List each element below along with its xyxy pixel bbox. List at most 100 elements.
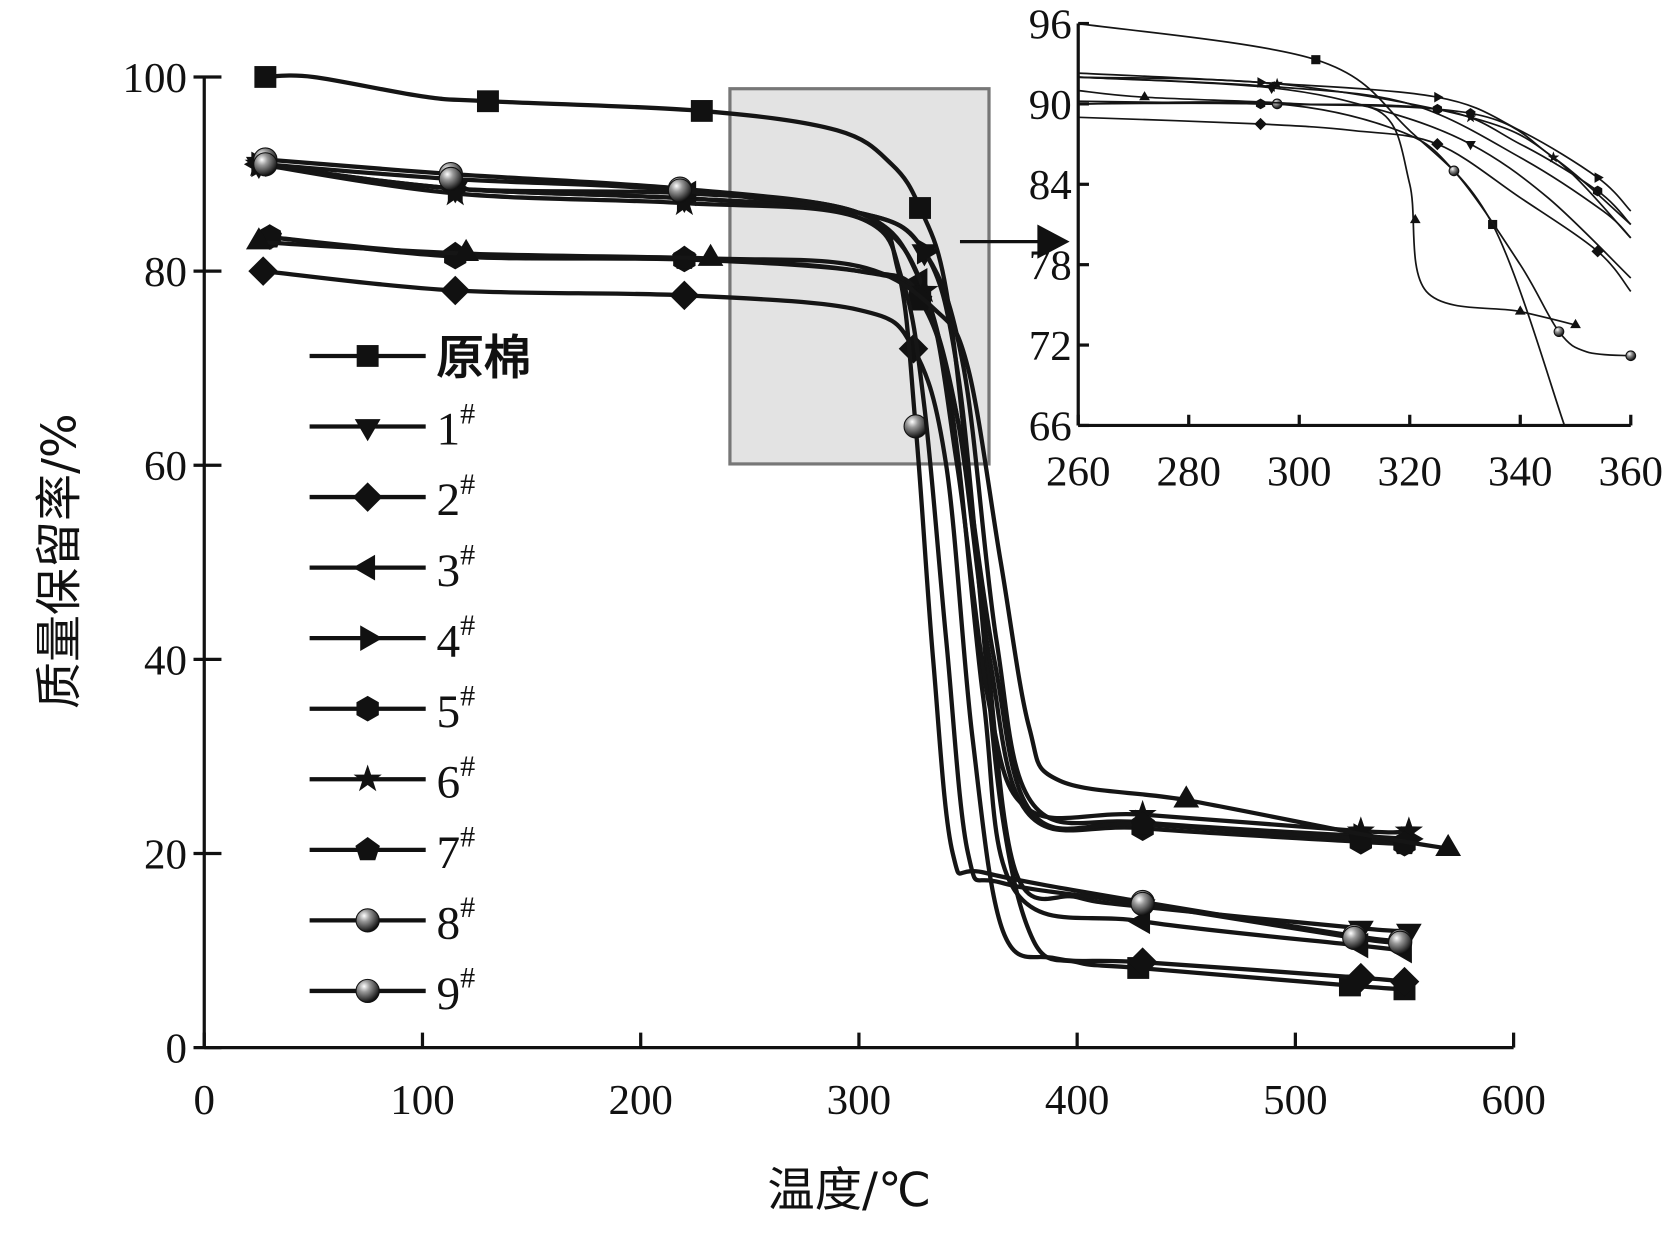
hexagon-marker xyxy=(1592,185,1603,197)
square-marker xyxy=(356,345,379,367)
y-tick-label: 0 xyxy=(166,1026,187,1073)
x-tick-label: 0 xyxy=(194,1077,215,1124)
legend-sup: # xyxy=(460,750,475,783)
triangle-right-marker xyxy=(916,238,940,265)
legend-item: 1# xyxy=(309,397,475,456)
y-tick-label: 100 xyxy=(123,55,187,102)
y-tick-label: 96 xyxy=(1029,2,1072,49)
sphere-marker xyxy=(253,152,278,177)
legend-label: 2# xyxy=(436,468,475,526)
diamond-marker xyxy=(248,256,278,286)
legend-label: 6# xyxy=(436,750,475,808)
sphere-marker xyxy=(1625,350,1637,362)
x-tick-label: 360 xyxy=(1599,448,1663,495)
sphere-marker xyxy=(667,178,693,203)
square-marker xyxy=(1488,219,1498,230)
triangle-right-marker xyxy=(360,625,383,651)
series-原棉 xyxy=(1078,22,1566,426)
star-marker xyxy=(441,178,470,206)
triangle-up-marker xyxy=(1435,833,1462,857)
triangle-up-marker xyxy=(1173,785,1200,808)
series-2# xyxy=(1078,116,1632,293)
x-tick-label: 200 xyxy=(608,1077,672,1124)
diamond-marker xyxy=(669,280,700,311)
y-tick-label: 20 xyxy=(144,832,187,879)
star-marker xyxy=(1271,77,1284,89)
x-tick-label: 500 xyxy=(1263,1077,1327,1124)
legend-item: 原棉 xyxy=(309,331,531,386)
x-tick-label: 320 xyxy=(1378,448,1442,495)
series-line xyxy=(1078,116,1632,293)
x-tick-label: 300 xyxy=(1267,448,1331,495)
triangle-up-marker xyxy=(453,238,480,262)
y-tick-label: 84 xyxy=(1029,162,1072,209)
sphere-marker xyxy=(1271,98,1283,110)
triangle-up-marker xyxy=(697,243,724,266)
inset-axes: 260 280 300 320 340 360 66 72 78 84 90 96 xyxy=(1029,2,1663,496)
y-tick-label: 72 xyxy=(1029,323,1072,370)
x-tick-label: 340 xyxy=(1488,448,1552,495)
legend-sup: # xyxy=(460,891,475,924)
sphere-marker xyxy=(1342,925,1367,950)
triangle-up-marker xyxy=(245,227,272,250)
diamond-marker xyxy=(440,275,471,306)
series-unlabeled xyxy=(1078,89,1581,329)
y-tick-label: 66 xyxy=(1029,404,1072,451)
sphere-marker xyxy=(1448,165,1460,177)
triangle-right-marker xyxy=(1594,172,1604,183)
legend-label: 9# xyxy=(436,962,475,1020)
triangle-up-marker xyxy=(1139,91,1150,101)
legend-sup: # xyxy=(460,397,475,430)
legend-sup: # xyxy=(460,821,475,854)
legend-label: 7# xyxy=(436,821,475,879)
legend-item: 4# xyxy=(309,609,475,667)
legend-sup: # xyxy=(460,609,475,642)
series-line xyxy=(1078,89,1576,326)
pentagon-marker xyxy=(355,837,380,861)
legend-item: 8# xyxy=(309,891,475,950)
triangle-down-marker xyxy=(354,419,381,442)
legend-item: 9# xyxy=(309,962,475,1020)
series-line xyxy=(1078,22,1566,426)
y-tick-label: 78 xyxy=(1029,243,1072,290)
pentagon-marker xyxy=(1130,811,1155,835)
diamond-marker xyxy=(1431,138,1444,151)
triangle-up-marker xyxy=(1409,213,1421,224)
star-marker xyxy=(353,764,382,792)
diamond-marker xyxy=(1254,117,1267,131)
series-line xyxy=(1078,102,1632,226)
square-marker xyxy=(690,100,713,122)
legend-sup: # xyxy=(460,538,475,571)
legend-item: 7# xyxy=(309,821,475,879)
sphere-marker xyxy=(1553,326,1565,338)
diamond-marker xyxy=(1591,245,1604,258)
x-tick-label: 600 xyxy=(1481,1077,1545,1124)
x-axis-label: 温度/℃ xyxy=(767,1163,931,1218)
triangle-up-marker xyxy=(1514,305,1526,315)
x-tick-label: 100 xyxy=(390,1077,454,1124)
series-8# xyxy=(1078,98,1637,362)
legend-label: 4# xyxy=(436,609,475,667)
sphere-marker xyxy=(355,978,380,1004)
legend-sup: # xyxy=(460,680,475,713)
y-tick-label: 90 xyxy=(1029,82,1072,129)
y-tick-label: 40 xyxy=(144,637,187,684)
series-7# xyxy=(1078,102,1632,226)
y-axis-label: 质量保留率/% xyxy=(32,413,87,709)
legend-item: 3# xyxy=(309,538,475,597)
triangle-right-marker xyxy=(1434,91,1444,103)
pentagon-marker xyxy=(1465,107,1476,118)
y-tick-label: 60 xyxy=(144,443,187,490)
legend-sup: # xyxy=(460,962,475,995)
diamond-marker xyxy=(352,482,383,512)
legend-label: 1# xyxy=(436,397,475,455)
legend-item: 2# xyxy=(309,468,475,526)
square-marker xyxy=(1311,55,1321,65)
legend-label: 3# xyxy=(436,538,475,596)
zoom-arrow xyxy=(959,224,1070,259)
legend-label: 5# xyxy=(436,680,475,738)
series-unlabeled xyxy=(245,227,1462,857)
sphere-marker xyxy=(438,166,463,191)
legend-label: 原棉 xyxy=(436,331,531,386)
